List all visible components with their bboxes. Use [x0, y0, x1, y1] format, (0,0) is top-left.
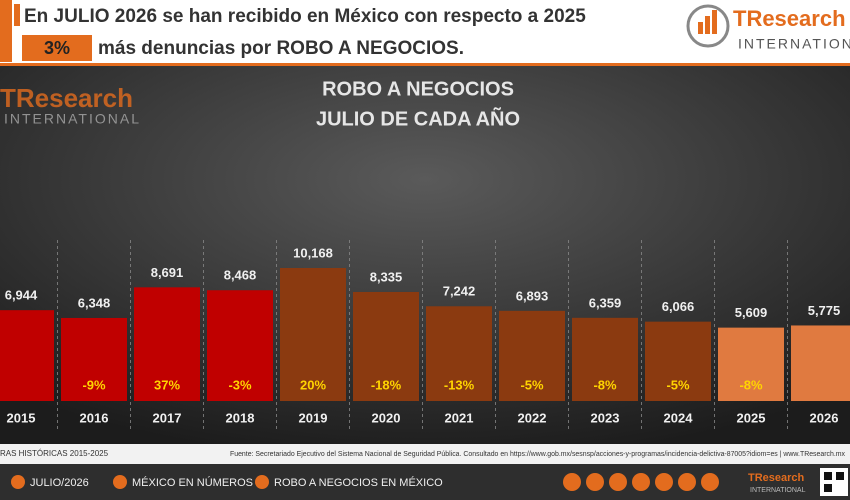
value-label: 5,609	[735, 305, 768, 320]
x-tick-label: 2016	[80, 410, 109, 425]
bar	[280, 268, 346, 401]
change-label: -18%	[371, 377, 402, 392]
value-label: 10,168	[293, 245, 333, 260]
bar	[61, 317, 127, 401]
highlight-value: 3%	[44, 38, 70, 58]
logo-main: TResearch	[733, 6, 846, 31]
nav-icon	[255, 475, 269, 489]
value-label: 6,893	[516, 288, 549, 303]
bar	[791, 325, 850, 401]
x-tick-label: 2025	[737, 410, 766, 425]
x-tick-label: 2023	[591, 410, 620, 425]
footer-source: Fuente: Secretariado Ejecutivo del Siste…	[230, 451, 845, 458]
social-icon	[655, 473, 673, 491]
footer-logo-sub: INTERNATIONAL	[750, 487, 806, 494]
change-label: -8%	[593, 377, 617, 392]
social-icon	[609, 473, 627, 491]
watermark-main: TResearch	[0, 83, 133, 113]
header-divider	[0, 63, 850, 66]
value-label: 6,348	[78, 295, 111, 310]
value-label: 8,335	[370, 269, 403, 284]
change-label: 20%	[300, 377, 326, 392]
value-label: 6,066	[662, 299, 695, 314]
x-tick-label: 2018	[226, 410, 255, 425]
bar	[426, 306, 492, 401]
highlight-box	[22, 35, 92, 61]
bar	[353, 291, 419, 401]
change-label: 37%	[154, 377, 180, 392]
nav: JULIO/2026 MÉXICO EN NÚMEROS ROBO A NEGOCI…	[11, 473, 719, 491]
chart-title: ROBO A NEGOCIOS	[322, 78, 514, 100]
x-tick-label: 2021	[445, 410, 474, 425]
nav-icon	[113, 475, 127, 489]
nav-item: MÉXICO EN NÚMEROS	[132, 476, 253, 489]
logo-bar	[705, 16, 710, 34]
qr-block	[836, 472, 844, 480]
change-label: -13%	[444, 377, 475, 392]
qr-block	[824, 472, 832, 480]
footer-period: RAS HISTÓRICAS 2015-2025	[0, 449, 109, 458]
bar	[718, 327, 784, 401]
value-label: 6,944	[5, 288, 38, 303]
change-label: -5%	[666, 377, 690, 392]
x-tick-label: 2015	[7, 410, 36, 425]
bar	[0, 310, 54, 401]
change-label: -5%	[520, 377, 544, 392]
change-label: -3%	[228, 377, 252, 392]
social-icon	[701, 473, 719, 491]
bar	[499, 310, 565, 401]
x-tick-label: 2017	[153, 410, 182, 425]
chart-subtitle: JULIO DE CADA AÑO	[316, 107, 520, 130]
header-line2: más denuncias por ROBO A NEGOCIOS.	[98, 38, 464, 59]
change-label: -8%	[739, 377, 763, 392]
logo-ring	[686, 4, 730, 48]
header-line1: En JULIO 2026 se han recibido en México …	[24, 6, 586, 27]
value-label: 7,242	[443, 284, 476, 299]
social-icon	[632, 473, 650, 491]
bar	[207, 290, 273, 401]
header-bullet	[14, 4, 20, 26]
watermark-sub: INTERNATIONAL	[4, 111, 141, 127]
header-accent	[0, 0, 12, 62]
x-tick-label: 2019	[299, 410, 328, 425]
social-icon	[586, 473, 604, 491]
x-tick-label: 2020	[372, 410, 401, 425]
footer-logo-main: TResearch	[748, 472, 805, 484]
qr-block	[824, 484, 832, 492]
nav-item: JULIO/2026	[30, 477, 89, 489]
value-label: 5,775	[808, 303, 841, 318]
bar	[645, 321, 711, 401]
value-label: 8,691	[151, 265, 184, 280]
plot: 6,944 2015 6,348 2016 -9% 8,691 2017 37% 8,468 20…	[0, 240, 850, 430]
social-icon	[563, 473, 581, 491]
logo-bar	[698, 22, 703, 34]
source-strip	[0, 444, 850, 464]
value-label: 6,359	[589, 295, 622, 310]
bar	[572, 317, 638, 401]
bar	[134, 287, 200, 401]
logo-bar	[712, 10, 717, 34]
x-tick-label: 2022	[518, 410, 547, 425]
change-label: -9%	[82, 377, 106, 392]
x-tick-label: 2024	[664, 410, 694, 425]
nav-item: ROBO A NEGOCIOS EN MÉXICO	[274, 476, 443, 489]
nav-icon	[11, 475, 25, 489]
value-label: 8,468	[224, 268, 257, 283]
social-icon	[678, 473, 696, 491]
x-tick-label: 2026	[810, 410, 839, 425]
logo-sub: INTERNATIONAL	[738, 36, 850, 52]
